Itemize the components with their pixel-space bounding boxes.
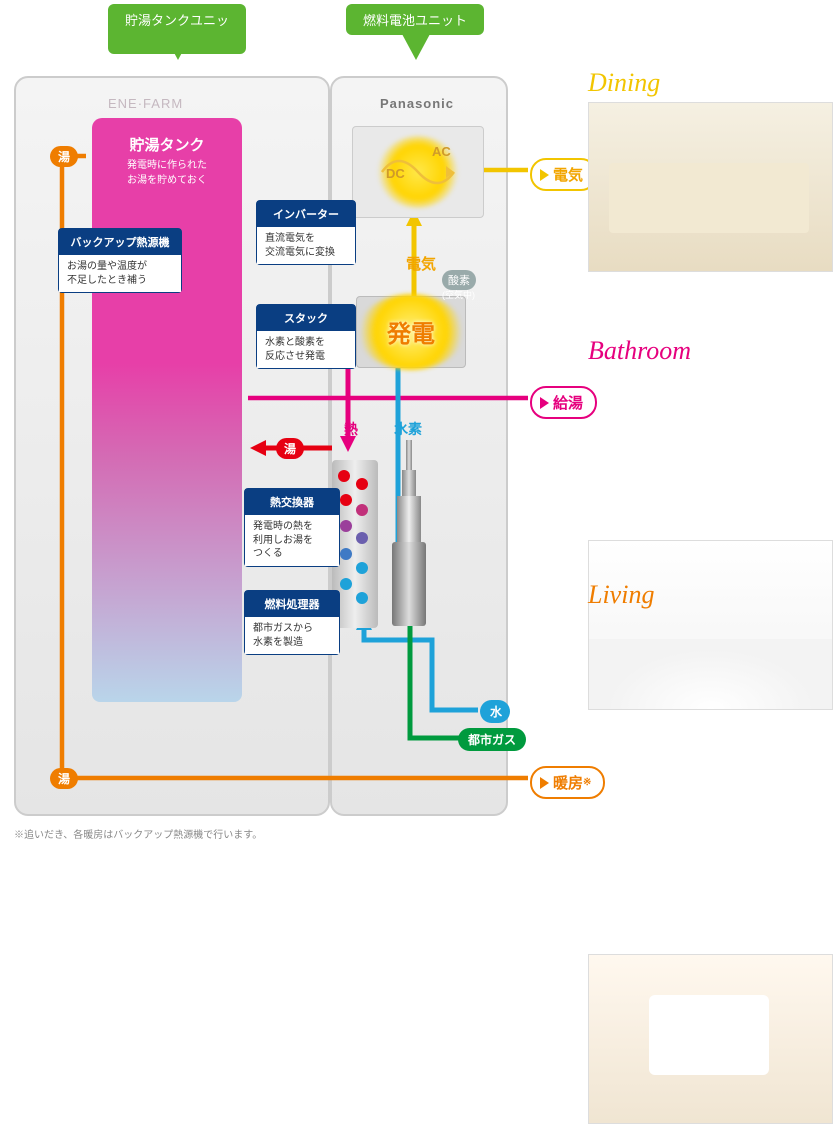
dc-label: DC: [386, 166, 405, 181]
fuelproc-tower: [392, 440, 426, 626]
gas-pill: 都市ガス: [458, 728, 526, 751]
output-danbo-label: 暖房: [553, 772, 583, 793]
dining-title: Dining: [588, 68, 660, 98]
hex-label: 熱交換器 発電時の熱を 利用しお湯を つくる: [244, 488, 340, 567]
mizu-pill: 水: [480, 700, 510, 723]
flow-lines: [0, 0, 600, 830]
output-denki: 電気: [530, 158, 597, 191]
bathroom-photo: [588, 540, 833, 710]
output-denki-label: 電気: [553, 164, 583, 185]
hatsuden-text: 発電: [360, 314, 462, 349]
output-danbo-sup: ※: [583, 777, 591, 788]
dining-photo: [588, 102, 833, 272]
output-kyuto-label: 給湯: [553, 392, 583, 413]
ac-label: AC: [432, 144, 451, 159]
living-photo: [588, 954, 833, 1124]
output-danbo: 暖房 ※: [530, 766, 605, 799]
sanso-sub: (空気中): [442, 288, 475, 301]
yu-center-pill: 湯: [276, 438, 304, 459]
tri-icon: [540, 397, 549, 409]
yu-bottom-pill: 湯: [50, 768, 78, 789]
yu-left-pill: 湯: [50, 146, 78, 167]
inverter-label: インバーター 直流電気を 交流電気に変換: [256, 200, 356, 265]
backup-label: バックアップ熱源機 お湯の量や温度が 不足したとき補う: [58, 228, 182, 293]
living-title: Living: [588, 580, 654, 610]
diagram-canvas: 貯湯タンクユニット 燃料電池ユニット ENE·FARM Panasonic 貯湯…: [0, 0, 840, 846]
footer-note: ※追いだき、各暖房はバックアップ熱源機で行います。: [14, 826, 262, 841]
bathroom-title: Bathroom: [588, 336, 691, 366]
tri-icon: [540, 777, 549, 789]
denki-pill: 電気: [396, 250, 446, 277]
fuelproc-label: 燃料処理器 都市ガスから 水素を製造: [244, 590, 340, 655]
suiso-pill: 水素: [384, 416, 432, 442]
output-kyuto: 給湯: [530, 386, 597, 419]
netsu-pill: 熱: [334, 416, 368, 442]
stack-label: スタック 水素と酸素を 反応させ発電: [256, 304, 356, 369]
tri-icon: [540, 169, 549, 181]
sanso-pill: 酸素: [442, 270, 476, 290]
